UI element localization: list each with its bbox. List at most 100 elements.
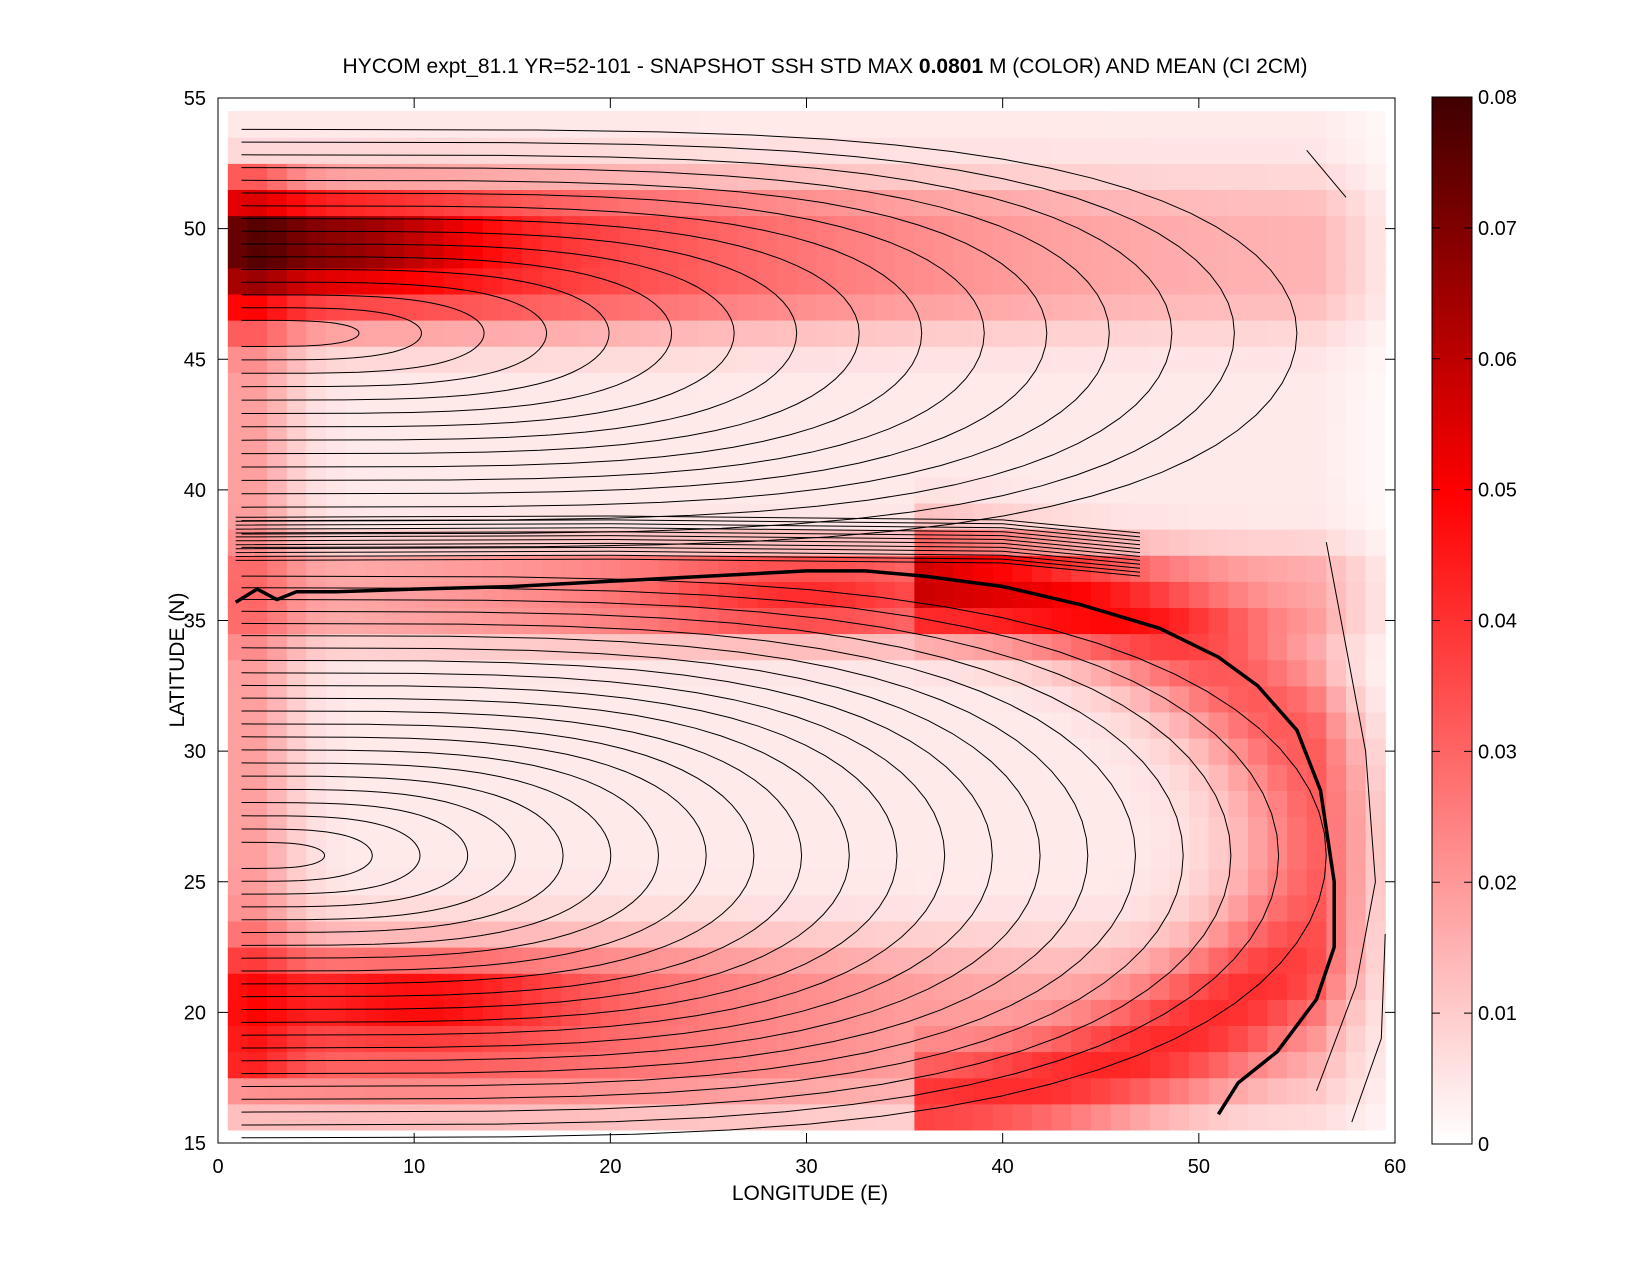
heatmap-cell [580, 659, 602, 687]
heatmap-cell [1110, 189, 1131, 217]
heatmap-cell [737, 581, 758, 608]
heatmap-cell [1326, 502, 1347, 530]
heatmap-cell [227, 215, 248, 243]
heatmap-cell [1247, 816, 1269, 844]
heatmap-cell [1267, 581, 1288, 608]
heatmap-cell [659, 293, 680, 321]
heatmap-cell [306, 529, 327, 556]
heatmap-cell [1287, 372, 1308, 399]
heatmap-cell [1189, 581, 1210, 608]
heatmap-cell [659, 555, 680, 582]
heatmap-cell [1090, 973, 1112, 1000]
heatmap-cell [561, 189, 582, 217]
heatmap-cell [698, 868, 719, 896]
colorbar-tick-label: 0.02 [1478, 872, 1517, 894]
heatmap-cell [757, 947, 778, 974]
heatmap-cell [1365, 529, 1386, 556]
heatmap-cell [345, 398, 366, 426]
heatmap-cell [522, 137, 543, 164]
heatmap-cell [1326, 241, 1347, 269]
heatmap-cell [1208, 868, 1229, 896]
heatmap-cell [443, 920, 464, 948]
heatmap-cell [698, 372, 719, 399]
heatmap-cell [698, 346, 719, 373]
heatmap-cell [639, 320, 660, 347]
heatmap-cell [522, 790, 543, 817]
heatmap-cell [934, 685, 955, 713]
contour-line [235, 542, 1141, 561]
heatmap-cell [482, 293, 503, 321]
heatmap-cell [796, 424, 817, 452]
heatmap-cell [561, 764, 582, 791]
heatmap-cell [1051, 581, 1072, 608]
heatmap-cell [384, 581, 405, 608]
heatmap-cell [992, 738, 1014, 765]
heatmap-cell [1032, 816, 1053, 844]
heatmap-cell [600, 1051, 621, 1079]
heatmap-cell [463, 241, 484, 269]
heatmap-cell [934, 842, 955, 870]
heatmap-cell [757, 894, 778, 922]
heatmap-cell [639, 790, 660, 817]
heatmap-cell [502, 398, 523, 426]
heatmap-cell [325, 450, 347, 478]
heatmap-cell [247, 764, 268, 791]
heatmap-cell [1287, 1025, 1308, 1053]
heatmap-cell [1346, 659, 1367, 687]
heatmap-cell [345, 137, 366, 164]
heatmap-cell [227, 267, 248, 295]
heatmap-cell [286, 372, 307, 399]
heatmap-cell [1365, 711, 1386, 739]
heatmap-cell [894, 816, 915, 844]
heatmap-cell [835, 1077, 857, 1105]
heatmap-cell [1149, 633, 1170, 661]
heatmap-cell [345, 424, 366, 452]
heatmap-cell [1326, 685, 1347, 713]
heatmap-cell [1228, 842, 1249, 870]
heatmap-cell [973, 973, 994, 1000]
heatmap-cell [1169, 1077, 1190, 1105]
contour-line [241, 697, 850, 1010]
heatmap-cell [502, 816, 523, 844]
heatmap-cell [973, 215, 994, 243]
heatmap-cell [1228, 189, 1249, 217]
heatmap-cell [1287, 555, 1308, 582]
heatmap-cell [698, 189, 719, 217]
heatmap-cell [325, 816, 347, 844]
heatmap-cell [502, 868, 523, 896]
heatmap-cell [1189, 920, 1210, 948]
heatmap-cell [404, 790, 425, 817]
heatmap-cell [561, 633, 582, 661]
heatmap-cell [894, 973, 915, 1000]
heatmap-cell [1110, 973, 1131, 1000]
heatmap-cell [698, 842, 719, 870]
heatmap-cell [757, 1051, 778, 1079]
heatmap-cell [1189, 137, 1210, 164]
heatmap-cell [424, 1051, 445, 1079]
heatmap-cell [502, 450, 523, 478]
heatmap-cell [914, 659, 935, 687]
heatmap-cell [737, 215, 758, 243]
heatmap-cell [737, 1077, 758, 1105]
heatmap-cell [522, 320, 543, 347]
heatmap-cell [1306, 476, 1327, 504]
heatmap-cell [325, 346, 347, 373]
y-tick-label: 15 [184, 1133, 206, 1155]
chart-title-max-value: 0.0801 [918, 55, 984, 78]
heatmap-cell [1287, 1077, 1308, 1105]
heatmap-cell [600, 1025, 621, 1053]
heatmap-cell [1247, 633, 1269, 661]
heatmap-cell [973, 372, 994, 399]
heatmap-cell [1169, 476, 1190, 504]
heatmap-cell [424, 1025, 445, 1053]
heatmap-cell [1365, 502, 1386, 530]
heatmap-cell [404, 581, 425, 608]
heatmap-cell [463, 947, 484, 974]
heatmap-cell [1012, 920, 1033, 948]
heatmap-cell [1071, 189, 1092, 217]
heatmap-cell [1228, 241, 1249, 269]
heatmap-cell [992, 868, 1014, 896]
heatmap-cell [914, 790, 935, 817]
heatmap-cell [365, 424, 386, 452]
heatmap-cell [267, 790, 288, 817]
